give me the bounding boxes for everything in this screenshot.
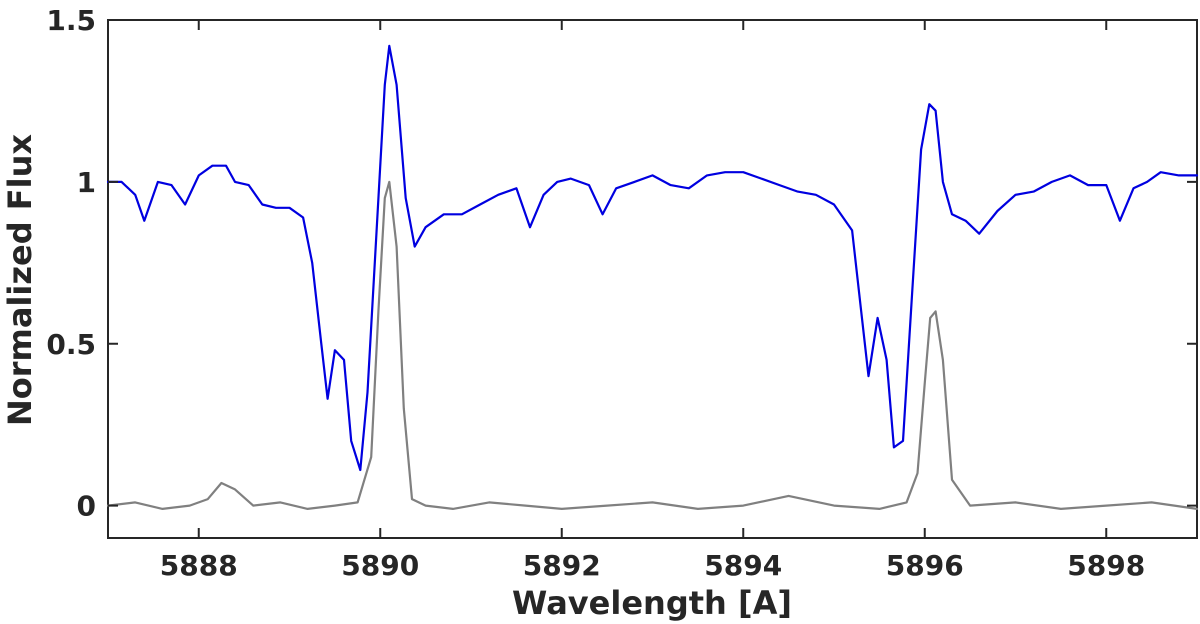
plot-frame [107, 19, 1198, 539]
y-axis-label: Normalized Flux [1, 134, 39, 426]
y-tick-label: 1 [77, 166, 96, 199]
x-tick-label: 5892 [523, 549, 601, 582]
x-axis: 5888 5890 5892 5894 5896 5898 [160, 20, 1145, 582]
series-line-2 [106, 180, 1199, 510]
x-tick-label: 5896 [886, 549, 964, 582]
plot-area [107, 19, 1198, 539]
y-tick-label: 1.5 [46, 4, 96, 37]
series-line-1 [106, 44, 1199, 472]
y-axis: 0 0.5 1 1.5 [46, 4, 1197, 523]
series-layer [106, 44, 1199, 510]
x-tick-label: 5898 [1067, 549, 1145, 582]
y-tick-label: 0 [77, 490, 96, 523]
x-tick-label: 5894 [704, 549, 782, 582]
x-tick-label: 5890 [341, 549, 419, 582]
y-tick-label: 0.5 [46, 328, 96, 361]
x-axis-label: Wavelength [A] [512, 584, 792, 622]
x-tick-label: 5888 [160, 549, 238, 582]
